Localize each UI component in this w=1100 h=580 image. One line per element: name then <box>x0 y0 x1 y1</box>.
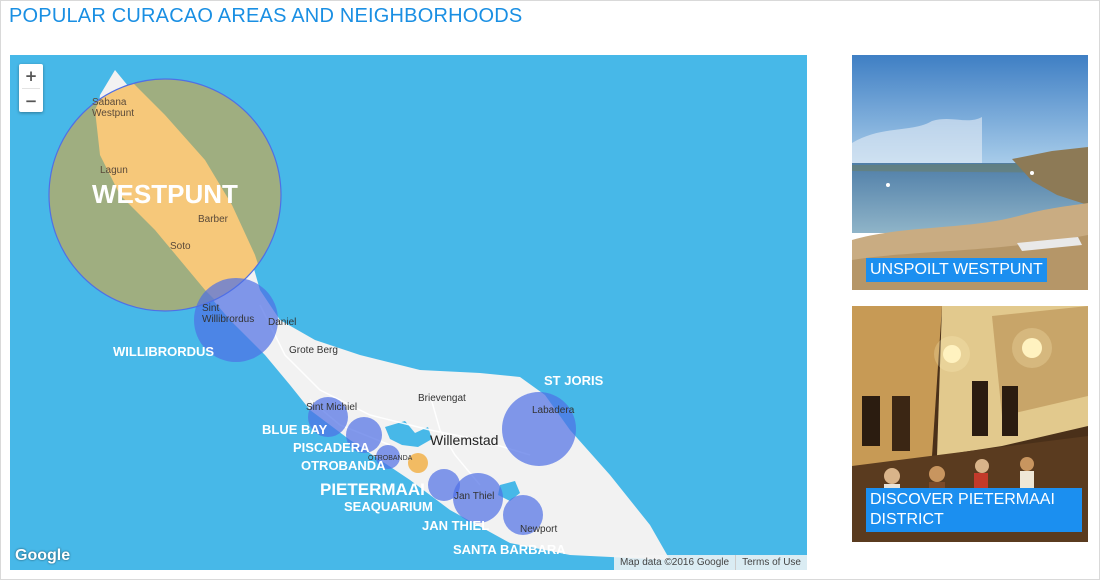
jan-thiel-area-circle[interactable] <box>453 473 503 523</box>
map-canvas[interactable]: Sabana Westpunt Lagun Barber Soto Sint W… <box>10 55 807 570</box>
st-joris-area-circle[interactable] <box>502 392 576 466</box>
area-label-st-joris[interactable]: ST JORIS <box>544 373 604 388</box>
place-label-jan-thiel-small: Jan Thiel <box>454 491 494 502</box>
place-label-newport: Newport <box>520 524 557 535</box>
spanish-water <box>498 481 520 501</box>
label-line: Westpunt <box>92 108 134 119</box>
willibrordus-area-circle[interactable] <box>194 278 278 362</box>
place-label-lagun: Lagun <box>100 165 128 176</box>
map[interactable]: Sabana Westpunt Lagun Barber Soto Sint W… <box>10 55 807 570</box>
card-caption[interactable]: UNSPOILT WESTPUNT <box>866 258 1047 282</box>
area-label-otrobanda[interactable]: OTROBANDA <box>301 458 386 473</box>
place-label-sint-willibrordus: Sint Willibrordus <box>202 303 254 325</box>
google-logo[interactable]: Google <box>15 547 71 564</box>
place-label-daniel: Daniel <box>268 317 296 328</box>
place-label-sint-michiel: Sint Michiel <box>306 402 357 413</box>
area-label-pietermaai[interactable]: PIETERMAAI <box>320 480 425 499</box>
page-title: POPULAR CURACAO AREAS AND NEIGHBORHOODS <box>9 5 523 27</box>
seaquarium-area-circle[interactable] <box>428 469 460 501</box>
card-caption[interactable]: DISCOVER PIETERMAAI DISTRICT <box>866 488 1082 532</box>
area-label-jan-thiel[interactable]: JAN THIEL <box>422 518 489 533</box>
area-label-piscadera[interactable]: PISCADERA <box>293 440 370 455</box>
westpunt-card[interactable]: UNSPOILT WESTPUNT <box>852 55 1088 290</box>
zoom-control: + − <box>19 64 43 112</box>
otrobanda-area-circle[interactable] <box>376 445 400 469</box>
place-label-grote-berg: Grote Berg <box>289 345 338 356</box>
zoom-out-button[interactable]: − <box>19 89 43 113</box>
place-label-sabana-westpunt: Sabana Westpunt <box>92 97 134 119</box>
westpunt-area-circle[interactable] <box>48 78 282 312</box>
place-label-barber: Barber <box>198 214 229 225</box>
beach-photo <box>852 55 1088 290</box>
place-label-labadera: Labadera <box>532 405 575 416</box>
place-label-soto: Soto <box>170 241 191 252</box>
piscadera-area-circle[interactable] <box>346 417 382 453</box>
place-label-otrobanda-small: OTROBANDA <box>368 455 413 462</box>
map-attribution: Map data ©2016 Google Terms of Use <box>613 555 807 570</box>
zoom-divider <box>22 88 40 89</box>
area-label-santa-barbara[interactable]: SANTA BARBARA <box>453 542 566 557</box>
santa-barbara-area-circle[interactable] <box>503 495 543 535</box>
label-line: Willibrordus <box>202 314 254 325</box>
place-label-brievengat: Brievengat <box>418 393 466 404</box>
pietermaai-area-circle[interactable] <box>408 453 428 473</box>
map-data-credit: Map data ©2016 Google <box>619 557 730 568</box>
area-label-blue-bay[interactable]: BLUE BAY <box>262 422 328 437</box>
westpunt-area-fill <box>95 79 280 311</box>
area-label-seaquarium[interactable]: SEAQUARIUM <box>344 499 433 514</box>
place-label-willemstad: Willemstad <box>430 432 498 448</box>
schottegat-bay <box>385 421 432 447</box>
pietermaai-card[interactable]: DISCOVER PIETERMAAI DISTRICT <box>852 306 1088 542</box>
blue-bay-area-circle[interactable] <box>308 397 348 437</box>
area-label-willibrordus[interactable]: WILLIBRORDUS <box>113 344 214 359</box>
zoom-in-button[interactable]: + <box>19 64 43 88</box>
area-label-westpunt[interactable]: WESTPUNT <box>92 179 238 209</box>
terms-of-use-link[interactable]: Terms of Use <box>735 555 807 570</box>
